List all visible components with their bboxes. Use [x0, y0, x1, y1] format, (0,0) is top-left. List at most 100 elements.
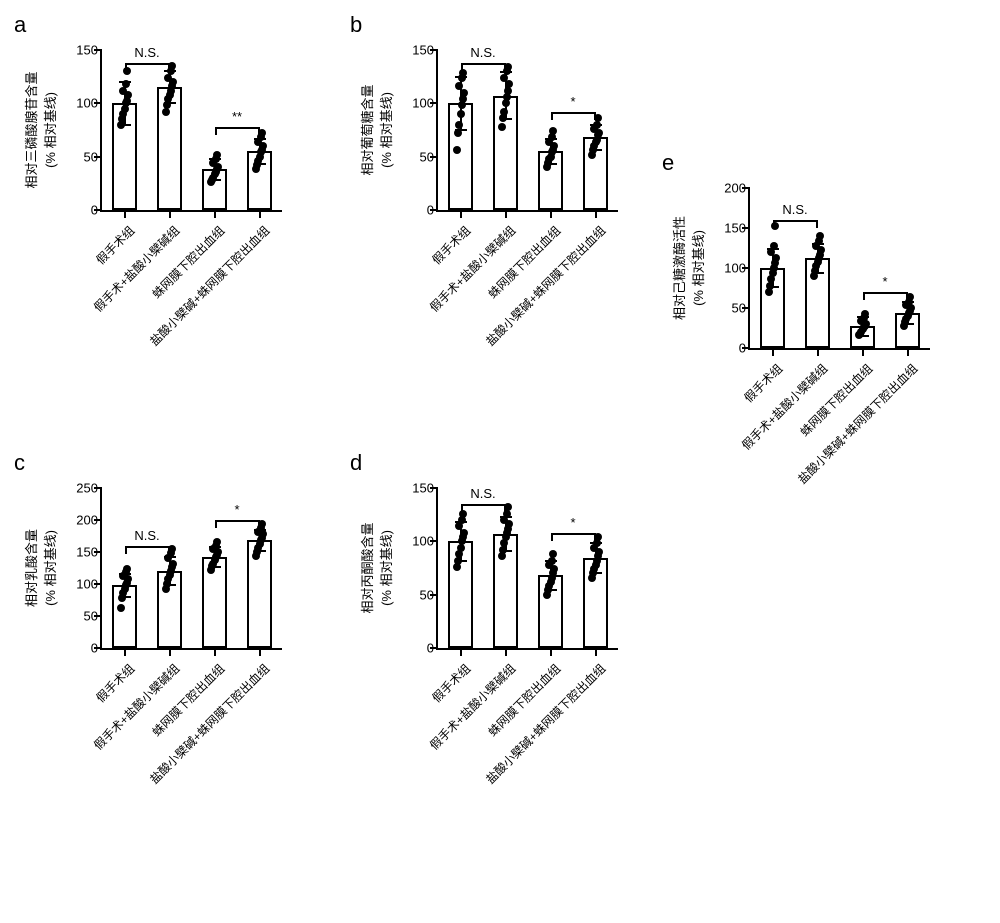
chart-d: 050100150N.S.* [436, 488, 618, 650]
xtick [259, 648, 261, 656]
chart-b: 050100150N.S.* [436, 50, 618, 212]
sig-bracket [461, 504, 506, 506]
xtick [259, 210, 261, 218]
data-point [505, 80, 513, 88]
xtick [772, 348, 774, 356]
data-point [504, 63, 512, 71]
data-point [123, 565, 131, 573]
ytick-label: 150 [76, 545, 102, 560]
xtick [169, 648, 171, 656]
ytick-label: 250 [76, 481, 102, 496]
data-point [594, 114, 602, 122]
xtick [595, 210, 597, 218]
xtick [169, 210, 171, 218]
chart-c: 050100150200250N.S.* [100, 488, 282, 650]
data-point [454, 129, 462, 137]
xtick [124, 210, 126, 218]
data-point [453, 146, 461, 154]
data-point [168, 545, 176, 553]
data-point [455, 82, 463, 90]
data-point [504, 503, 512, 511]
data-point [549, 127, 557, 135]
sig-bracket [461, 63, 506, 65]
data-point [906, 293, 914, 301]
xtick [505, 648, 507, 656]
sig-bracket [863, 292, 908, 294]
sig-bracket [215, 520, 260, 522]
ytick-label: 150 [412, 43, 438, 58]
data-point [770, 242, 778, 250]
data-point [460, 89, 468, 97]
xtick [124, 648, 126, 656]
chart-a: 050100150N.S.** [100, 50, 282, 212]
data-point [498, 123, 506, 131]
sig-label: N.S. [470, 45, 495, 60]
ytick-label: 200 [76, 513, 102, 528]
sig-label: * [882, 274, 887, 289]
sig-label: N.S. [134, 45, 159, 60]
xtick [460, 210, 462, 218]
yaxis-title-a: 相对三磷酸腺苷含量 (% 相对基线) [21, 71, 59, 188]
ytick-label: 200 [724, 181, 750, 196]
sig-label: ** [232, 109, 242, 124]
sig-bracket [215, 127, 260, 129]
panel-label-a: a [14, 12, 26, 38]
sig-label: N.S. [134, 528, 159, 543]
ytick-label: 100 [76, 577, 102, 592]
sig-bracket [773, 220, 818, 222]
panel-label-e: e [662, 150, 674, 176]
xtick [214, 648, 216, 656]
ytick-label: 0 [427, 641, 438, 656]
data-point [122, 80, 130, 88]
xtick [595, 648, 597, 656]
data-point [258, 129, 266, 137]
ytick-label: 100 [412, 96, 438, 111]
data-point [772, 254, 780, 262]
sig-bracket [125, 63, 170, 65]
xtick [505, 210, 507, 218]
sig-label: N.S. [782, 202, 807, 217]
data-point [213, 538, 221, 546]
ytick-label: 150 [724, 221, 750, 236]
data-point [460, 529, 468, 537]
ytick-label: 50 [732, 301, 750, 316]
xtick [907, 348, 909, 356]
xtick [862, 348, 864, 356]
data-point [594, 533, 602, 541]
xtick [550, 648, 552, 656]
panel-label-b: b [350, 12, 362, 38]
ytick-label: 150 [412, 481, 438, 496]
ytick-label: 0 [427, 203, 438, 218]
sig-bracket [551, 533, 596, 535]
yaxis-title-e: 相对己糖激酶活性 (% 相对基线) [669, 216, 707, 320]
ytick-label: 50 [84, 609, 102, 624]
data-point [549, 550, 557, 558]
ytick-label: 0 [91, 203, 102, 218]
yaxis-title-d: 相对丙酮酸含量 (% 相对基线) [357, 522, 395, 613]
xtick [214, 210, 216, 218]
data-point [455, 121, 463, 129]
data-point [457, 110, 465, 118]
yaxis-title-b: 相对葡萄糖含量 (% 相对基线) [357, 84, 395, 175]
xtick [550, 210, 552, 218]
sig-label: N.S. [470, 486, 495, 501]
ytick-label: 100 [412, 534, 438, 549]
ytick-label: 50 [420, 149, 438, 164]
sig-label: * [570, 515, 575, 530]
panel-label-c: c [14, 450, 25, 476]
data-point [500, 108, 508, 116]
data-point [816, 232, 824, 240]
sig-bracket [551, 112, 596, 114]
sig-label: * [570, 94, 575, 109]
xtick [817, 348, 819, 356]
ytick-label: 100 [724, 261, 750, 276]
sig-bracket [125, 546, 170, 548]
data-point [861, 310, 869, 318]
data-point [258, 520, 266, 528]
ytick-label: 50 [420, 587, 438, 602]
ytick-label: 150 [76, 43, 102, 58]
data-point [117, 604, 125, 612]
panel-label-d: d [350, 450, 362, 476]
ytick-label: 50 [84, 149, 102, 164]
xtick [460, 648, 462, 656]
